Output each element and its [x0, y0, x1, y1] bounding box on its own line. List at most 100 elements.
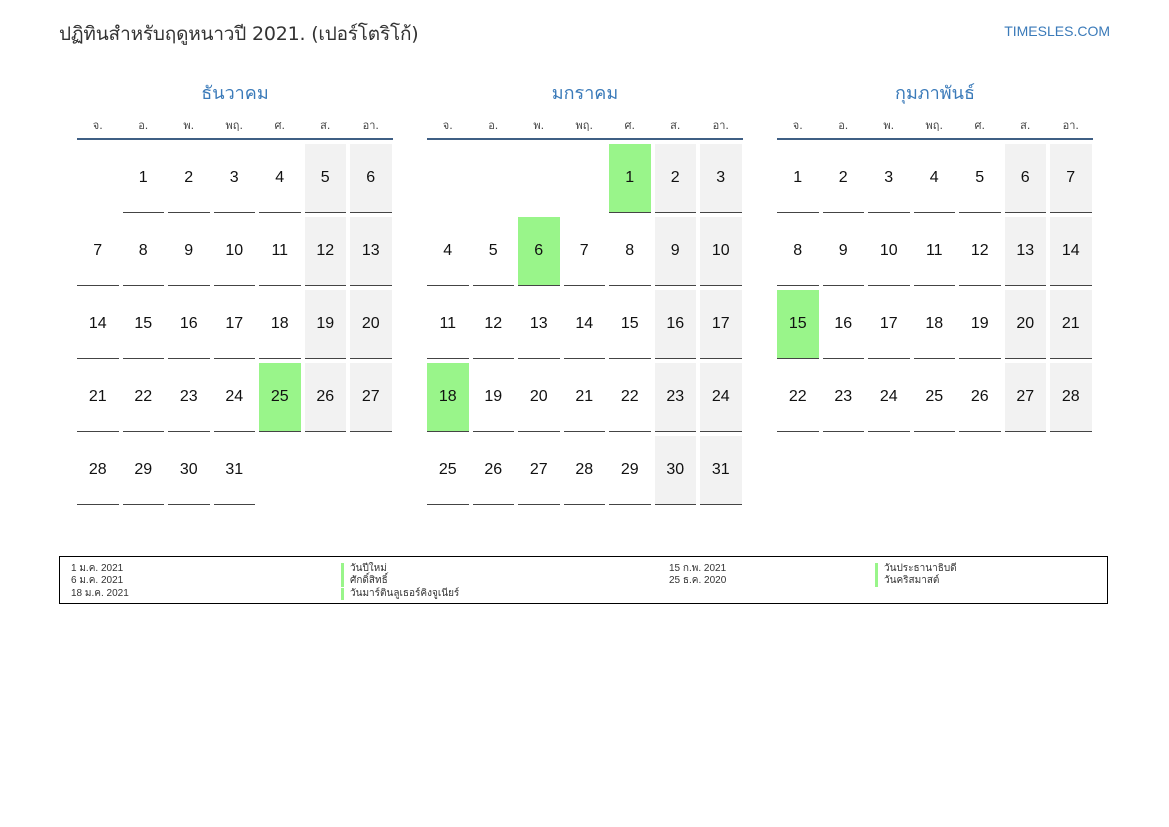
- day-cell: 27: [1004, 363, 1046, 432]
- page-title: ปฏิทินสำหรับฤดูหนาวปี 2021. (เปอร์โตริโก…: [59, 23, 419, 45]
- day-cell: 3: [213, 144, 255, 213]
- day-cell: 24: [213, 363, 255, 432]
- month-february: กุมภาพันธ์ จ. อ. พ. พฤ. ศ. ส. อา. 1 2 3 4 5 6 7 8 9 10 1…: [777, 80, 1093, 432]
- day-cell-holiday: 18: [427, 363, 469, 432]
- weekday-label: อ.: [838, 119, 849, 132]
- day-cell: 10: [868, 217, 910, 286]
- legend-holiday-name: ศักดิ์สิทธิ์: [341, 575, 388, 587]
- weekday-label: ศ.: [624, 119, 635, 132]
- weekday-label: ส.: [1020, 119, 1031, 132]
- weekday-header: จ. อ. พ. พฤ. ศ. ส. อา.: [777, 112, 1093, 140]
- day-cell: 11: [913, 217, 955, 286]
- day-cell: 28: [1050, 363, 1092, 432]
- weekday-label: อา.: [1062, 119, 1079, 132]
- day-cell: 22: [122, 363, 164, 432]
- day-cell: 22: [609, 363, 651, 432]
- day-cell: 8: [609, 217, 651, 286]
- day-cell: 9: [654, 217, 696, 286]
- day-cell: 5: [304, 144, 346, 213]
- day-cell: 30: [168, 436, 210, 505]
- day-cell: 14: [563, 290, 605, 359]
- day-cell: 2: [822, 144, 864, 213]
- day-cell: 20: [350, 290, 392, 359]
- empty-cell: [427, 144, 469, 213]
- day-cell: 20: [518, 363, 560, 432]
- day-cell: 26: [959, 363, 1001, 432]
- day-cell: 8: [122, 217, 164, 286]
- day-cell: 3: [868, 144, 910, 213]
- day-cell: 17: [213, 290, 255, 359]
- legend-holiday-name: วันมาร์ตินลูเธอร์คิงจูเนียร์: [341, 588, 459, 600]
- day-cell: 21: [77, 363, 119, 432]
- weekday-label: พ.: [183, 119, 195, 132]
- weekday-label: อ.: [138, 119, 149, 132]
- days-grid: 1 2 3 4 5 6 7 8 9 10 11 12 13 14 15 16 17 18 19 20 21 22 23 24 2…: [77, 144, 393, 505]
- legend-date: 1 ม.ค. 2021: [71, 563, 124, 574]
- day-cell: 19: [304, 290, 346, 359]
- day-cell: 27: [350, 363, 392, 432]
- weekday-label: ส.: [320, 119, 331, 132]
- empty-cell: [518, 144, 560, 213]
- day-cell: 13: [1004, 217, 1046, 286]
- day-cell: 3: [700, 144, 742, 213]
- day-cell: 14: [77, 290, 119, 359]
- month-january: มกราคม จ. อ. พ. พฤ. ศ. ส. อา. 1 2 3 4 5 6 7 8 9 10 11 12 1…: [427, 80, 743, 505]
- day-cell: 31: [213, 436, 255, 505]
- weekday-label: ส.: [670, 119, 681, 132]
- day-cell: 26: [304, 363, 346, 432]
- day-cell: 7: [1050, 144, 1092, 213]
- day-cell: 12: [472, 290, 514, 359]
- day-cell: 25: [913, 363, 955, 432]
- day-cell: 29: [609, 436, 651, 505]
- day-cell: 4: [913, 144, 955, 213]
- day-cell: 20: [1004, 290, 1046, 359]
- day-cell-holiday: 15: [777, 290, 819, 359]
- day-cell: 21: [563, 363, 605, 432]
- day-cell-holiday: 25: [259, 363, 301, 432]
- legend-date: 18 ม.ค. 2021: [71, 588, 129, 599]
- day-cell: 16: [168, 290, 210, 359]
- day-cell: 2: [168, 144, 210, 213]
- days-grid: 1 2 3 4 5 6 7 8 9 10 11 12 13 14 15 16 17 18 19 20 21 22 23 24 2…: [427, 144, 743, 505]
- day-cell: 22: [777, 363, 819, 432]
- day-cell: 25: [427, 436, 469, 505]
- site-link[interactable]: TIMESLES.COM: [1004, 23, 1110, 39]
- month-name: มกราคม: [551, 83, 619, 104]
- day-cell: 16: [822, 290, 864, 359]
- weekday-label: พฤ.: [925, 119, 943, 132]
- days-grid: 1 2 3 4 5 6 7 8 9 10 11 12 13 14 15 16 17 18 19 20 21 22 23 24 2…: [777, 144, 1093, 432]
- day-cell: 1: [122, 144, 164, 213]
- legend-date: 15 ก.พ. 2021: [669, 563, 727, 574]
- day-cell: 2: [654, 144, 696, 213]
- empty-cell: [564, 144, 606, 213]
- day-cell: 7: [77, 217, 119, 286]
- day-cell: 15: [122, 290, 164, 359]
- weekday-label: ศ.: [274, 119, 285, 132]
- day-cell: 6: [350, 144, 392, 213]
- day-cell: 14: [1050, 217, 1092, 286]
- day-cell: 9: [168, 217, 210, 286]
- day-cell: 30: [654, 436, 696, 505]
- empty-cell: [473, 144, 515, 213]
- day-cell: 18: [913, 290, 955, 359]
- month-december: ธันวาคม จ. อ. พ. พฤ. ศ. ส. อา. 1 2 3 4 5 6 7 8 9 10 11 12…: [77, 80, 393, 505]
- legend-holiday-name: วันประธานาธิบดี: [875, 563, 957, 575]
- day-cell: 19: [472, 363, 514, 432]
- day-cell: 13: [350, 217, 392, 286]
- day-cell: 17: [868, 290, 910, 359]
- legend-date: 6 ม.ค. 2021: [71, 575, 124, 586]
- weekday-label: อ.: [488, 119, 499, 132]
- day-cell: 15: [609, 290, 651, 359]
- day-cell: 27: [518, 436, 560, 505]
- month-name: กุมภาพันธ์: [895, 83, 975, 104]
- legend-holiday-name: วันคริสมาสต์: [875, 575, 939, 587]
- day-cell: 19: [959, 290, 1001, 359]
- weekday-label: อา.: [712, 119, 729, 132]
- day-cell-holiday: 6: [518, 217, 560, 286]
- day-cell: 23: [822, 363, 864, 432]
- day-cell: 6: [1004, 144, 1046, 213]
- day-cell: 1: [777, 144, 819, 213]
- legend-holiday-name: วันปีใหม่: [341, 563, 387, 575]
- day-cell: 4: [427, 217, 469, 286]
- legend-date: 25 ธ.ค. 2020: [669, 575, 727, 586]
